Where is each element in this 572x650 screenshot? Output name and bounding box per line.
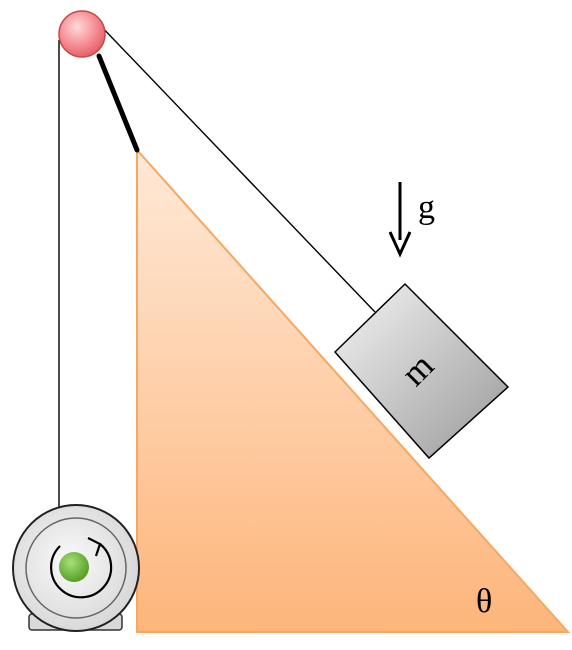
winch-hub xyxy=(59,552,89,582)
pulley-support-rod xyxy=(96,53,140,153)
mass-block: m xyxy=(333,282,510,460)
winch-motor-icon xyxy=(12,504,140,632)
rotation-arrow-icon xyxy=(50,537,113,599)
gravity-label: g xyxy=(418,189,435,226)
rope-to-block xyxy=(96,21,376,313)
gravity-indicator: g xyxy=(388,182,435,258)
incline xyxy=(136,147,571,633)
angle-label: θ xyxy=(476,583,492,620)
pulley-icon xyxy=(58,10,106,58)
